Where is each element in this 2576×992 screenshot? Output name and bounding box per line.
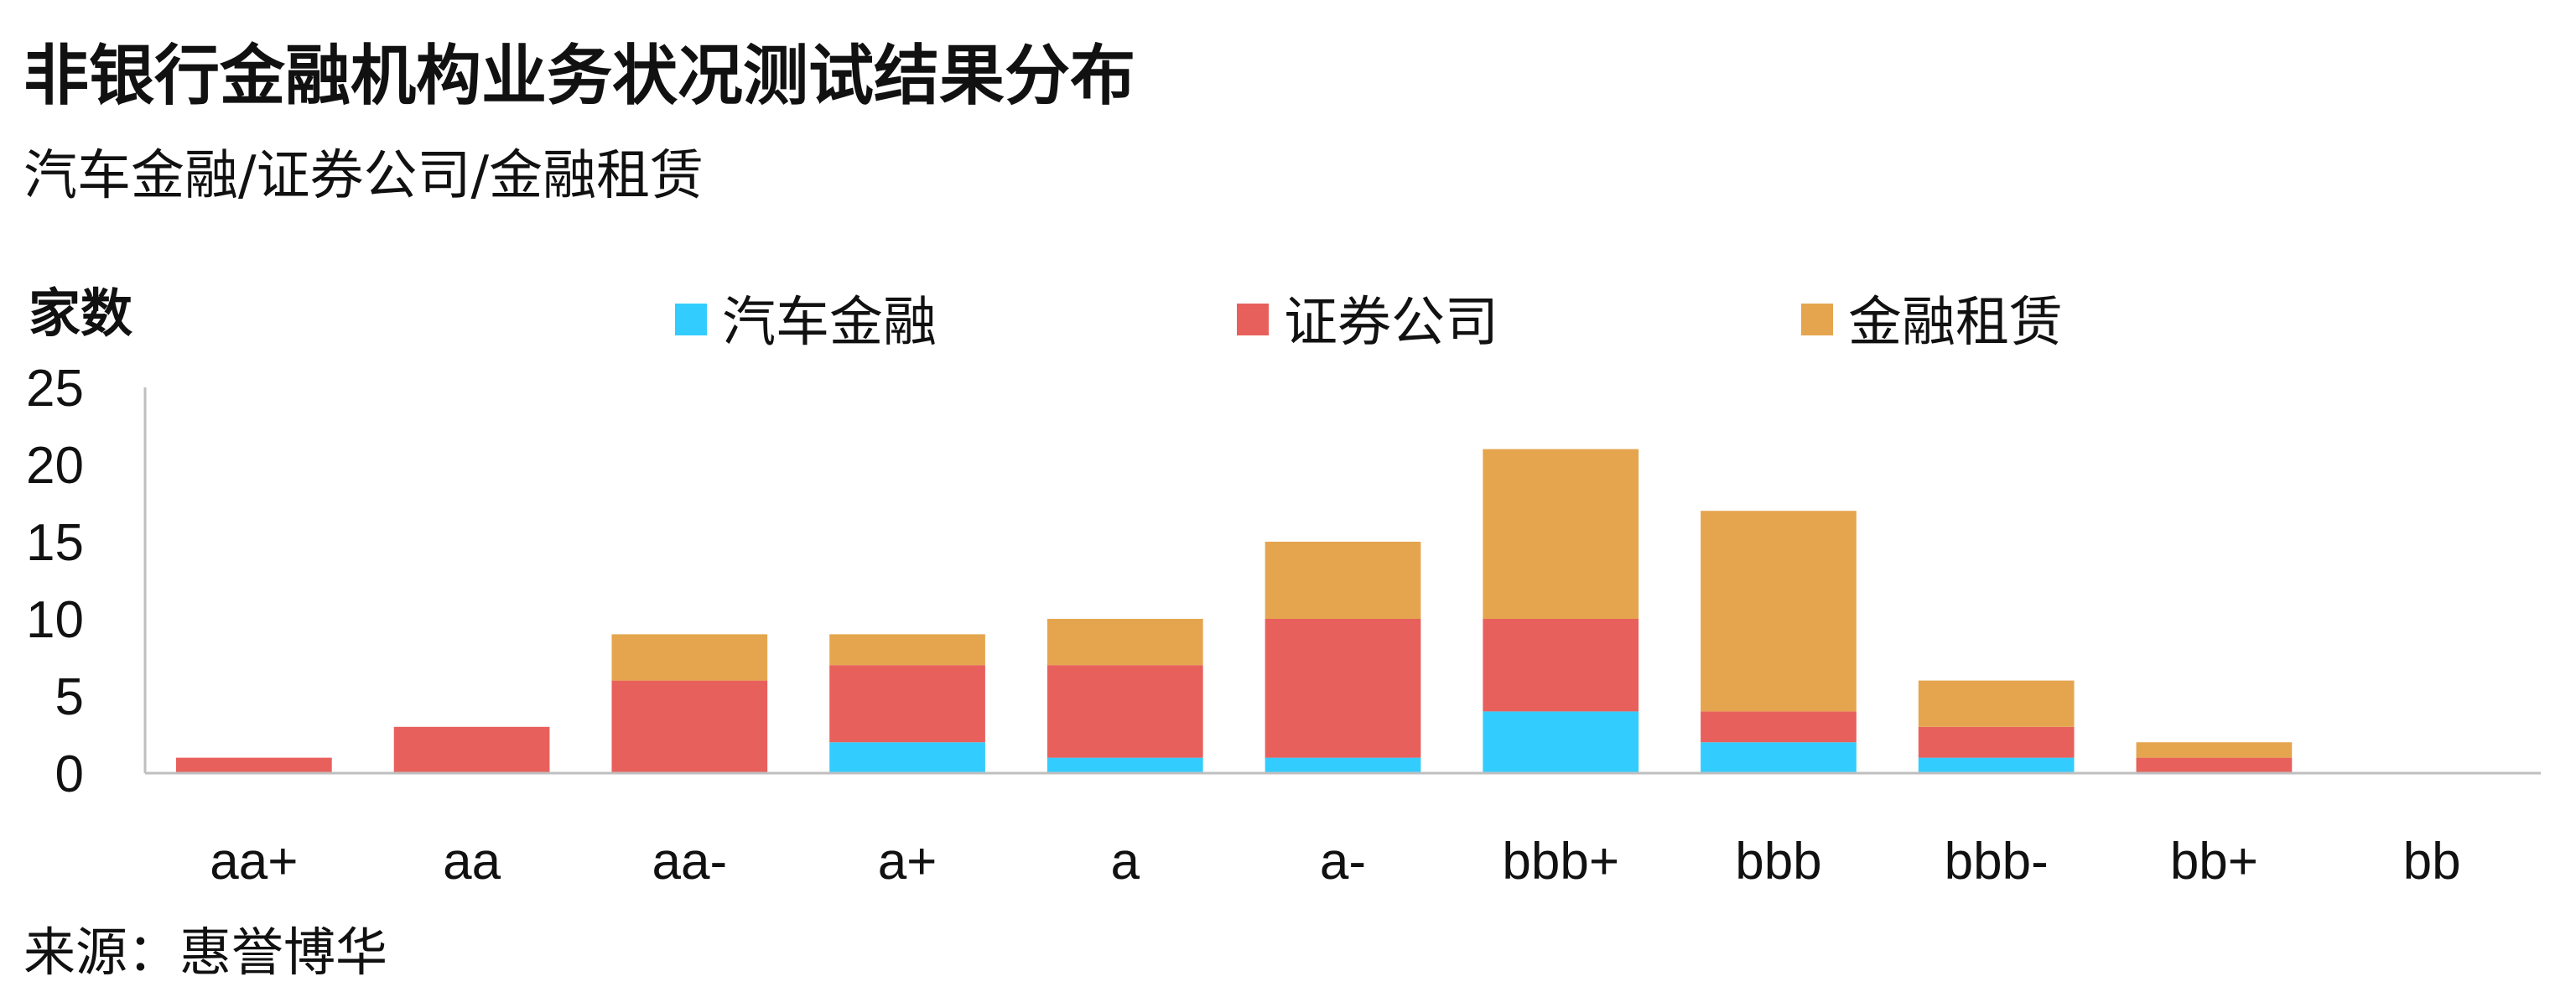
x-tick-label: bbb+	[1502, 833, 1619, 891]
bar-segment	[1483, 619, 1639, 712]
legend-swatch	[1801, 304, 1833, 335]
y-axis: 0 5 10 15 20 25	[26, 360, 147, 803]
x-tick-label: aa	[443, 833, 501, 891]
legend-label: 汽车金融	[722, 292, 937, 354]
legend-label: 证券公司	[1284, 292, 1498, 354]
chart-subtitle: 汽车金融/证券公司/金融租赁	[23, 145, 704, 207]
bar-segment	[1265, 757, 1421, 773]
bars	[176, 449, 2293, 773]
bar-segment	[1918, 726, 2075, 758]
x-tick-label: bbb	[1735, 833, 1821, 891]
source-note: 来源：惠誉博华	[23, 922, 388, 983]
legend: 汽车金融 证券公司 金融租赁	[675, 292, 2063, 354]
x-tick-label: aa+	[210, 833, 298, 891]
y-tick-label: 20	[26, 437, 84, 495]
x-tick-label: aa-	[652, 833, 728, 891]
bar-segment	[176, 757, 332, 773]
x-tick-label: a-	[1320, 833, 1366, 891]
y-tick-label: 10	[26, 591, 84, 649]
bar-segment	[829, 742, 985, 773]
bar-segment	[1918, 757, 2075, 773]
legend-label: 金融租赁	[1848, 292, 2063, 354]
bar-segment	[1701, 511, 1857, 712]
y-axis-label: 家数	[29, 283, 132, 344]
bar-segment	[1701, 742, 1857, 773]
x-tick-label: a	[1111, 833, 1140, 891]
y-tick-label: 15	[26, 514, 84, 572]
bar-segment	[611, 634, 768, 681]
bar-segment	[1265, 542, 1421, 619]
bar-segment	[2136, 742, 2293, 758]
bar-segment	[2136, 757, 2293, 773]
bar-segment	[1265, 619, 1421, 758]
x-tick-label: bb+	[2170, 833, 2258, 891]
y-tick-label: 5	[55, 668, 84, 726]
bar-segment	[829, 634, 985, 666]
y-tick-label: 0	[55, 745, 84, 803]
x-axis: aa+ aa aa-a+ a a-bbb+ bbb bbb-bb+ bb	[145, 771, 2541, 891]
chart-title: 非银行金融机构业务状况测试结果分布	[23, 39, 1136, 114]
legend-swatch	[675, 304, 707, 335]
bar-segment	[1046, 619, 1203, 666]
x-tick-label: bb	[2403, 833, 2461, 891]
bar-segment	[829, 665, 985, 743]
y-tick-label: 25	[26, 360, 84, 418]
bar-segment	[1918, 680, 2075, 727]
bar-segment	[1483, 711, 1639, 773]
x-tick-label: a+	[878, 833, 937, 891]
bar-segment	[1046, 757, 1203, 773]
bar-segment	[611, 680, 768, 773]
x-tick-label: bbb-	[1945, 833, 2049, 891]
bar-segment	[1483, 449, 1639, 619]
bar-segment	[1701, 711, 1857, 743]
bar-segment	[1046, 665, 1203, 758]
legend-swatch	[1237, 304, 1269, 335]
bar-segment	[393, 726, 550, 773]
